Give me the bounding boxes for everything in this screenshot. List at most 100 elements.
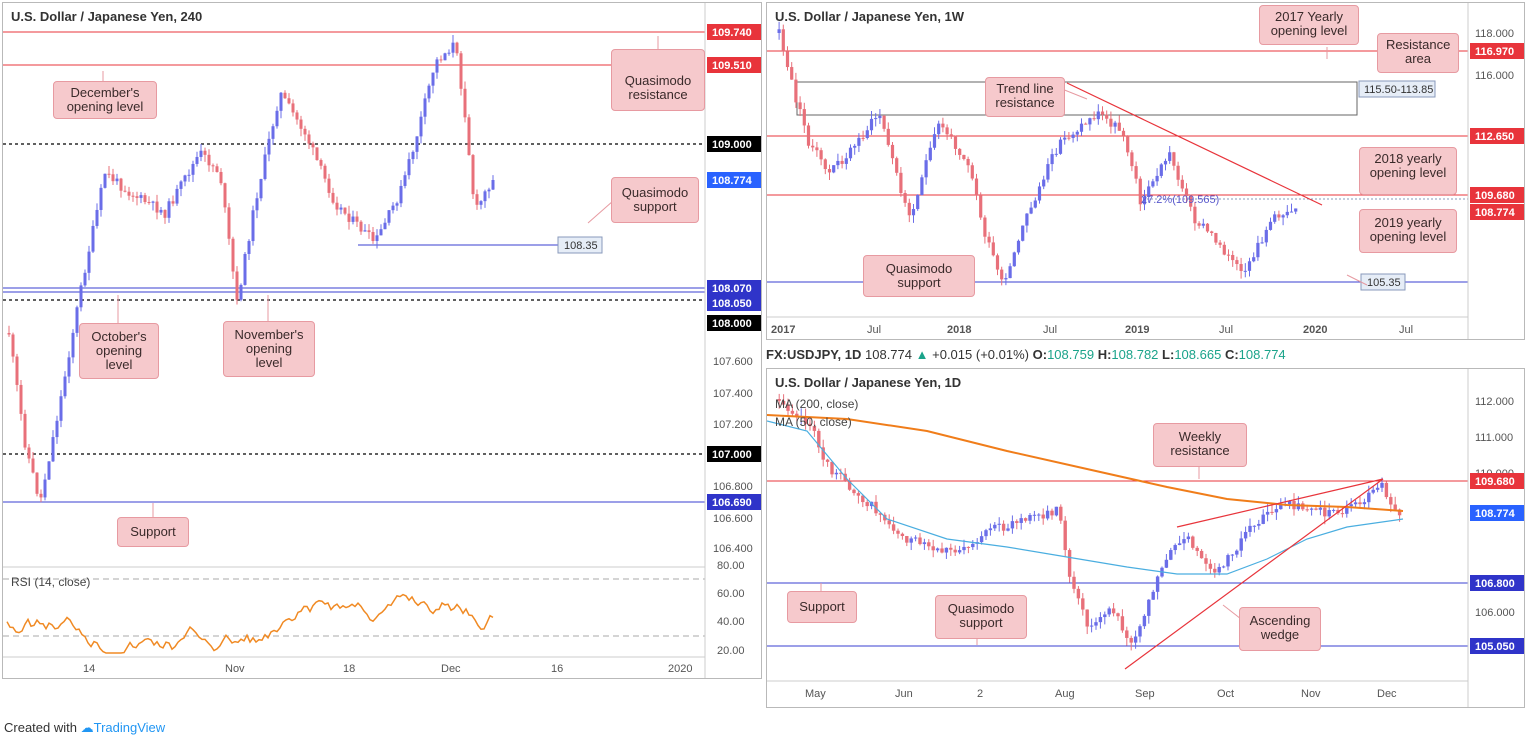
candle-body: [925, 160, 928, 177]
candle-body: [1116, 613, 1119, 616]
candle-body: [332, 193, 335, 203]
candle-body: [1209, 564, 1212, 569]
x-tick: Nov: [1301, 688, 1321, 700]
x-tick: Oct: [1217, 688, 1234, 700]
open-label: O:: [1033, 347, 1047, 362]
note-2017-yearly: 2017 Yearly opening level: [1259, 5, 1359, 45]
candle-body: [945, 548, 948, 553]
candle-body: [1231, 255, 1234, 260]
candle-body: [1319, 508, 1322, 510]
candle-body: [256, 198, 259, 210]
tradingview-logo-icon: ☁: [81, 720, 94, 735]
candle-body: [1306, 509, 1309, 510]
candle-body: [1038, 186, 1041, 200]
candle-body: [1270, 512, 1273, 513]
candle-body: [1286, 212, 1289, 215]
candle-body: [1030, 208, 1033, 214]
candle-body: [328, 179, 331, 193]
candle-body: [841, 161, 844, 164]
candle-body: [1112, 608, 1115, 613]
candle-body: [1265, 230, 1268, 242]
candle-body: [1253, 526, 1256, 527]
close-label: C:: [1225, 347, 1239, 362]
candle-body: [1310, 509, 1313, 510]
tradingview-link[interactable]: TradingView: [94, 720, 166, 735]
candle-body: [8, 333, 11, 334]
candle-body: [866, 502, 869, 506]
note-2019-yearly: 2019 yearly opening level: [1359, 209, 1457, 253]
candle-body: [340, 208, 343, 210]
note-quasimodo-support-weekly: Quasimodo support: [863, 255, 975, 297]
candle-body: [288, 98, 291, 103]
candle-body: [272, 126, 275, 139]
candle-body: [1168, 152, 1171, 161]
candle-body: [28, 448, 31, 459]
weekly-title: U.S. Dollar / Japanese Yen, 1W: [775, 9, 964, 24]
note-november-opening: November's opening level: [223, 321, 315, 377]
rsi-line: [7, 595, 493, 653]
candle-body: [1037, 515, 1040, 516]
candle-body: [204, 151, 207, 155]
candle-body: [408, 159, 411, 175]
candle-body: [184, 175, 187, 181]
candle-body: [1051, 154, 1054, 164]
candle-body: [52, 437, 55, 461]
candle-body: [887, 129, 890, 145]
candle-body: [1169, 550, 1172, 560]
candle-body: [1086, 610, 1089, 627]
daily-chart-panel[interactable]: 112.000 111.000 110.000 106.000 109.680 …: [766, 368, 1525, 708]
candle-body: [1028, 515, 1031, 521]
candle-body: [975, 179, 978, 196]
candle-body: [1122, 131, 1125, 136]
candle-body: [312, 144, 315, 148]
candle-body: [830, 462, 833, 474]
candle-body: [172, 201, 175, 203]
candle-body: [908, 203, 911, 215]
candle-body: [364, 230, 367, 231]
candle-body: [849, 148, 852, 159]
candle-body: [1193, 207, 1196, 224]
candle-body: [815, 147, 818, 150]
rsi-tick: 20.00: [717, 645, 745, 657]
candle-body: [200, 151, 203, 157]
candle-body: [1266, 512, 1269, 515]
y-tick: 106.000: [1475, 607, 1515, 619]
candle-body: [216, 166, 219, 172]
candle-body: [1290, 212, 1293, 213]
candle-body: [448, 53, 451, 54]
candle-body: [1109, 119, 1112, 127]
tag-10535: 105.35: [1367, 277, 1401, 289]
candle-body: [1046, 511, 1049, 519]
candle-body: [870, 119, 873, 130]
weekly-chart-panel[interactable]: 118.000 116.000 116.970 115.50-113.85 11…: [766, 2, 1525, 340]
y-tick: 107.600: [713, 356, 753, 368]
x-tick: 14: [83, 663, 95, 675]
candle-body: [852, 490, 855, 493]
candle-body: [799, 102, 802, 109]
candle-body: [224, 183, 227, 207]
tag-108774: 108.774: [1475, 508, 1516, 520]
candle-body: [1273, 214, 1276, 221]
x-tick: Dec: [441, 663, 461, 675]
h4-chart-panel[interactable]: 109.740 109.510 109.000 108.774 108.35 1…: [2, 2, 762, 679]
candle-body: [1222, 566, 1225, 567]
candle-body: [1332, 510, 1335, 511]
candle-body: [971, 165, 974, 178]
tag-108000: 108.000: [712, 318, 752, 330]
candle-body: [1198, 223, 1201, 225]
candle-body: [144, 195, 147, 202]
candle-body: [862, 138, 865, 139]
y-tick: 106.600: [713, 513, 753, 525]
y-tick: 112.000: [1475, 396, 1514, 408]
tag-resistance-box: 115.50-113.85: [1364, 84, 1433, 96]
candle-body: [912, 209, 915, 215]
candle-body: [104, 174, 107, 188]
candle-body: [208, 155, 211, 165]
candle-body: [1020, 518, 1023, 523]
candle-body: [1177, 166, 1180, 180]
candle-body: [1214, 233, 1217, 243]
candle-body: [240, 285, 243, 300]
candle-body: [40, 494, 43, 498]
candle-body: [790, 67, 793, 80]
candle-body: [1275, 509, 1278, 512]
